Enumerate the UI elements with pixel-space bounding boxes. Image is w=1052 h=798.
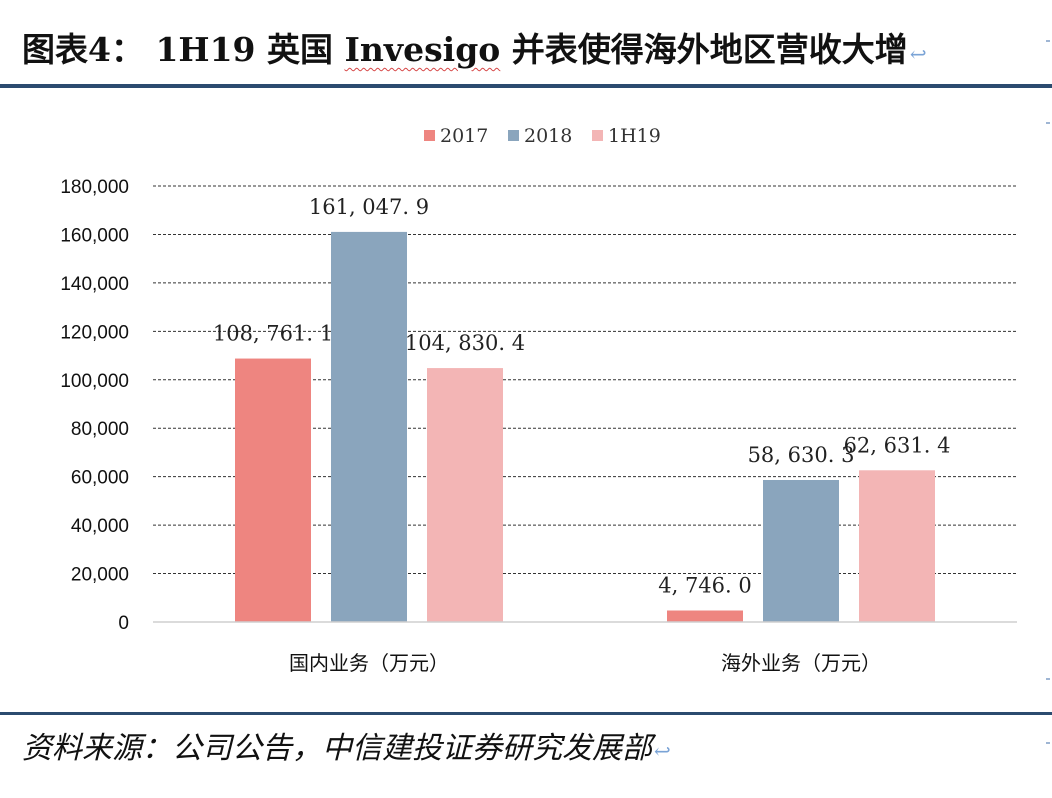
data-label: 104, 830. 4 [405,331,525,355]
bottom-rule [0,712,1052,715]
edge-mark [1046,742,1050,744]
title-suffix: 并表使得海外地区营收大增 [500,30,908,69]
y-tick-label: 140,000 [60,274,129,295]
legend-swatch-2017 [424,130,435,141]
data-label: 108, 761. 1 [213,322,333,346]
category-label: 海外业务（万元） [721,651,881,675]
source-note: 资料来源：公司公告，中信建投证券研究发展部 ↩ [22,724,1022,774]
y-tick-label: 0 [118,613,129,634]
legend: 2017 2018 1H19 [424,125,661,147]
chart-title: 图表4： 1H19 英国 Invesigo 并表使得海外地区营收大增 ↩ [22,22,1022,78]
bar-1H19-1 [427,368,503,622]
legend-swatch-2018 [508,130,519,141]
data-labels: 108, 761. 1 161, 047. 9 104, 830. 4 4, 746.… [213,195,951,598]
bar-chart: 2017 2018 1H19 0 20,000 40,000 60,000 80,000 10… [60,125,1017,675]
bar-2018-2 [763,479,839,622]
y-tick-label: 160,000 [60,225,129,246]
data-label: 58, 630. 3 [748,443,855,467]
y-tick-label: 20,000 [71,565,129,586]
y-tick-label: 120,000 [60,322,129,343]
legend-label: 2017 [440,125,488,147]
y-tick-label: 40,000 [71,516,129,537]
edge-mark [1046,678,1050,680]
data-label: 161, 047. 9 [309,195,429,219]
data-label: 62, 631. 4 [844,433,951,457]
bar-2017-2 [667,610,743,622]
title-prefix: 图表4： 1H19 英国 [22,30,345,69]
source-return-mark-icon: ↩ [654,739,671,763]
bar-1H19-2 [859,470,935,622]
y-axis: 0 20,000 40,000 60,000 80,000 100,000 120,000 1… [60,177,129,634]
return-mark-icon: ↩ [909,42,927,66]
data-label: 4, 746. 0 [658,574,752,598]
y-tick-label: 180,000 [60,177,129,198]
bar-2018-1 [331,231,407,622]
top-rule [0,84,1052,88]
x-axis: 国内业务（万元） 海外业务（万元） [153,621,1017,675]
legend-swatch-1H19 [592,130,603,141]
bars [235,231,935,622]
y-tick-label: 60,000 [71,468,129,489]
legend-label: 1H19 [608,125,661,147]
y-tick-label: 100,000 [60,371,129,392]
source-text: 资料来源：公司公告，中信建投证券研究发展部 [22,731,652,766]
y-tick-label: 80,000 [71,419,129,440]
edge-mark [1046,40,1050,42]
title-brand: Invesigo [344,30,501,69]
edge-mark [1046,122,1050,124]
category-label: 国内业务（万元） [289,651,449,675]
bar-2017-1 [235,358,311,622]
legend-label: 2018 [524,125,572,147]
